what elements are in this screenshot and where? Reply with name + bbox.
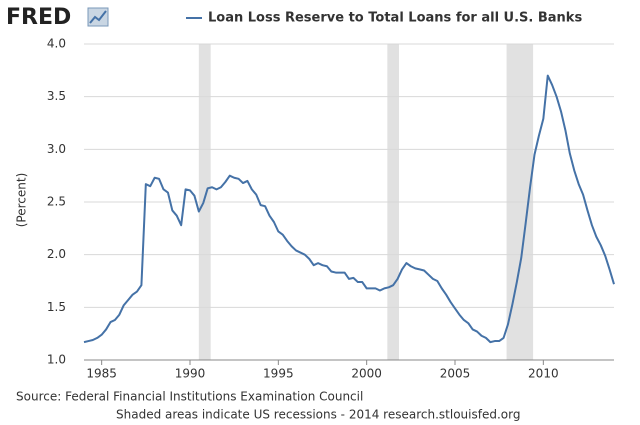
series-line [83,74,615,344]
note: Shaded areas indicate US recessions - 20… [116,408,520,422]
x-tick-label: 1995 [263,367,294,381]
legend-label: Loan Loss Reserve to Total Loans for all… [208,11,582,26]
y-tick-label: 3.0 [47,142,66,156]
y-tick-label: 1.5 [47,300,66,314]
x-tick-label: 2010 [528,367,559,381]
x-tick-label: 1985 [86,367,117,381]
x-tick-label: 2000 [351,367,382,381]
y-tick-label: 4.0 [47,37,66,51]
logo: FRED [6,5,71,30]
y-tick-label: 3.5 [47,89,66,103]
x-tick-label: 1990 [175,367,206,381]
y-tick-label: 2.5 [47,195,66,209]
y-tick-label: 1.0 [47,353,66,367]
logo-icon [87,7,109,27]
y-axis-label: (Percent) [15,173,29,228]
x-tick-label: 2005 [440,367,471,381]
y-tick-label: 2.0 [47,247,66,261]
source: Source: Federal Financial Institutions E… [16,390,363,404]
